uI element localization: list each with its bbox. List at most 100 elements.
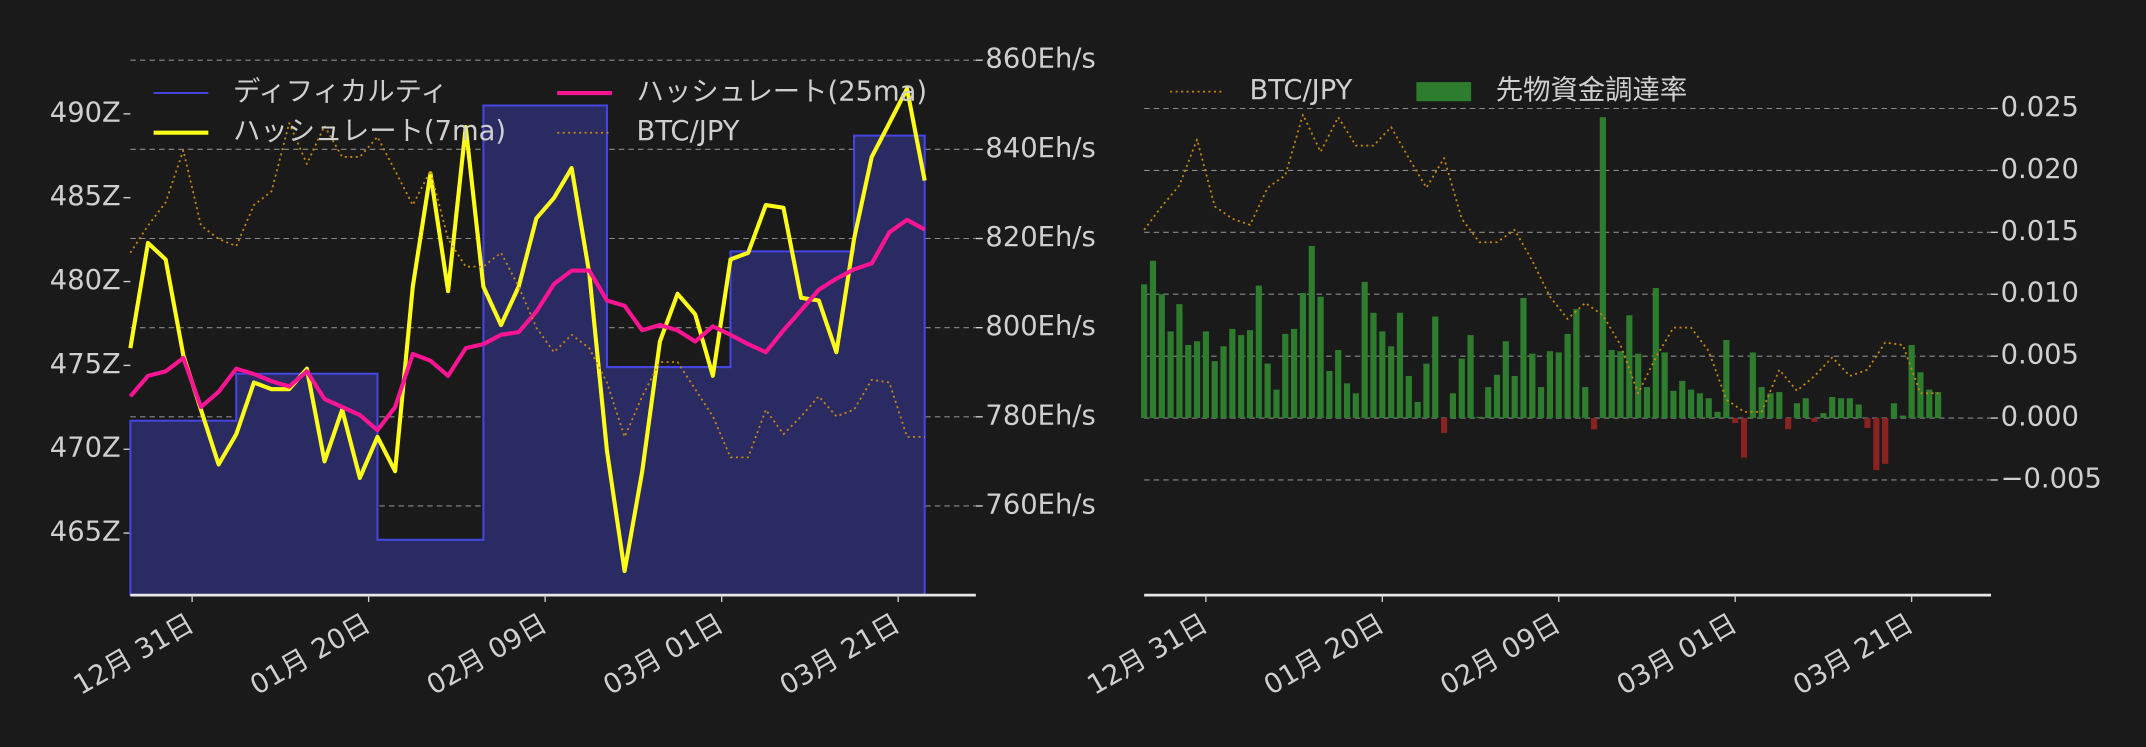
y-tick-label: 0.020	[2001, 154, 2079, 185]
bar	[1740, 418, 1748, 458]
bar	[1687, 389, 1695, 419]
bar	[1767, 393, 1774, 419]
bar	[1379, 331, 1386, 419]
bar	[1229, 328, 1236, 419]
bar	[1890, 403, 1898, 419]
bar	[1326, 371, 1333, 419]
y-tick-label: 490Z	[50, 97, 121, 128]
bar	[1837, 398, 1845, 419]
legend-label: ハッシュレート(7ma)	[233, 116, 506, 147]
bar	[1493, 374, 1501, 419]
bar	[1282, 333, 1289, 419]
bar	[1255, 285, 1262, 419]
bar	[1732, 418, 1739, 424]
bar	[1899, 415, 1906, 419]
y-tick-label: 485Z	[50, 181, 121, 212]
y2-tick-label: 760Eh/s	[985, 489, 1095, 520]
bar	[1264, 363, 1271, 419]
bar	[1873, 418, 1880, 471]
bar	[1220, 346, 1227, 419]
bar	[1652, 288, 1659, 419]
bar	[1705, 398, 1712, 419]
bar	[1582, 387, 1589, 419]
bar	[1176, 304, 1183, 419]
line	[128, 217, 926, 433]
bar	[1476, 416, 1483, 419]
legend-label: BTC/JPY	[637, 116, 740, 147]
y-tick-label: 470Z	[50, 433, 121, 464]
bar	[1299, 292, 1307, 419]
y-tick-label: 475Z	[50, 349, 121, 380]
bar	[1661, 352, 1668, 419]
bar	[1908, 345, 1915, 419]
y-tick-label: −0.005	[2001, 463, 2102, 494]
bar	[1520, 297, 1527, 419]
bar	[1449, 393, 1456, 419]
bar	[1185, 345, 1192, 419]
bar	[1211, 361, 1218, 419]
y2-tick-label: 820Eh/s	[985, 222, 1095, 253]
bar	[1432, 316, 1439, 419]
bar	[1714, 411, 1721, 419]
y-tick-label: 0.000	[2001, 402, 2079, 433]
line	[128, 86, 927, 574]
bar	[1361, 281, 1368, 419]
bar	[1291, 328, 1298, 419]
bar	[1538, 387, 1545, 419]
bar	[1370, 312, 1377, 419]
bar	[1749, 352, 1756, 419]
y2-tick-label: 860Eh/s	[985, 44, 1095, 75]
bar	[1343, 383, 1351, 419]
bar	[1238, 335, 1245, 419]
y2-tick-label: 840Eh/s	[985, 133, 1095, 164]
line	[129, 122, 925, 459]
bar	[1635, 353, 1642, 419]
bar	[1308, 245, 1315, 419]
bar	[1423, 363, 1430, 419]
bar	[1926, 389, 1933, 419]
bar	[1414, 401, 1421, 419]
y-tick-label: 0.015	[2001, 216, 2079, 247]
bar	[1829, 397, 1836, 419]
legend-label: ハッシュレート(25ma)	[637, 77, 928, 108]
bar	[1193, 341, 1201, 419]
bar	[1273, 389, 1280, 419]
bar	[1149, 260, 1157, 419]
bar	[1405, 375, 1412, 419]
bar	[1917, 372, 1924, 419]
bar	[1608, 349, 1615, 419]
bar	[1758, 387, 1765, 419]
bar	[1802, 398, 1809, 419]
legend-label: ディフィカルティ	[233, 77, 448, 108]
bar	[1502, 341, 1509, 419]
bar	[1793, 403, 1801, 419]
bar	[1846, 398, 1853, 419]
bar	[1855, 404, 1862, 419]
bar	[1776, 392, 1783, 419]
bar	[1511, 375, 1518, 419]
bar	[1696, 393, 1703, 419]
bar	[1440, 418, 1448, 433]
bar	[1141, 284, 1148, 419]
bar	[1467, 335, 1474, 419]
bar	[1590, 418, 1598, 430]
bar	[1811, 418, 1818, 422]
y-tick-label: 0.005	[2001, 340, 2079, 371]
bar	[1617, 351, 1624, 419]
bar	[1555, 352, 1562, 419]
bar	[1723, 340, 1730, 419]
bar	[1546, 351, 1554, 419]
legend-label: 先物資金調達率	[1496, 75, 1688, 106]
bar	[1564, 333, 1571, 419]
bar	[1167, 331, 1174, 419]
bar	[1882, 418, 1889, 464]
y-tick-label: 0.010	[2001, 278, 2079, 309]
bar	[1396, 312, 1404, 419]
bar	[1158, 294, 1165, 419]
bar	[1485, 387, 1492, 419]
bar	[1529, 353, 1536, 419]
bar	[1643, 387, 1651, 419]
bar	[1670, 390, 1677, 419]
y2-tick-label: 800Eh/s	[985, 311, 1095, 342]
y-tick-label: 480Z	[50, 265, 121, 296]
